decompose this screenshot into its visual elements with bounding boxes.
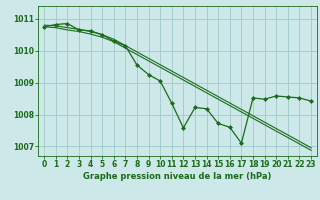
X-axis label: Graphe pression niveau de la mer (hPa): Graphe pression niveau de la mer (hPa) <box>84 172 272 181</box>
